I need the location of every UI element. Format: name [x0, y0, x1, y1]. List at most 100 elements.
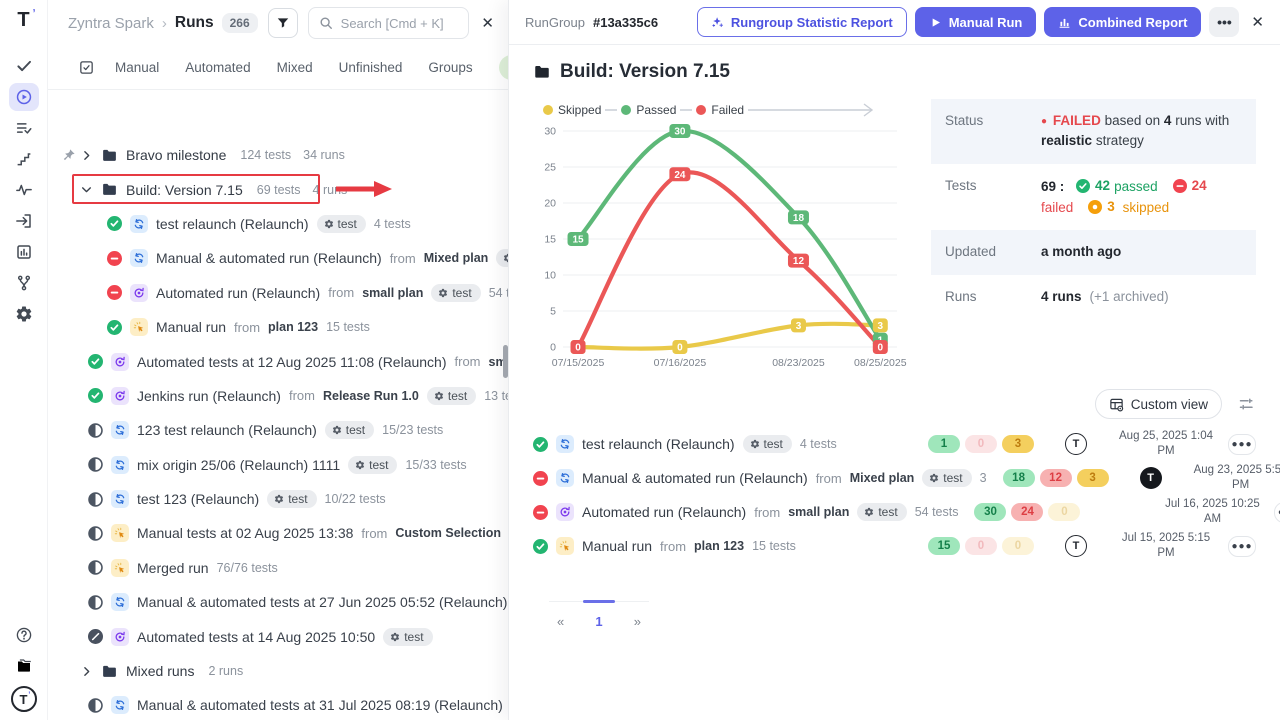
tree-folder-row[interactable]: Mixed runs 2 runs: [48, 654, 508, 688]
tag-pill[interactable]: test: [348, 455, 398, 474]
assignee-avatar[interactable]: T: [1065, 433, 1087, 455]
rungroup-run-row[interactable]: Manual run from plan 123 15 tests 15 0 0 T Jul 1…: [533, 529, 1256, 563]
list-toolbar: Custom view: [535, 389, 1254, 419]
close-rungroup-icon[interactable]: ✕: [1251, 14, 1264, 31]
rungroup-run-row[interactable]: Manual & automated run (Relaunch) from Mix…: [533, 461, 1280, 495]
tab-groups[interactable]: Groups: [428, 60, 473, 75]
tag-pill[interactable]: test: [496, 249, 508, 268]
tree-run-row[interactable]: Manual & automated tests at 31 Jul 2025 …: [48, 688, 508, 720]
view-settings-icon[interactable]: [1238, 396, 1254, 412]
rungroup-statistic-report-button[interactable]: Rungroup Statistic Report: [696, 7, 907, 37]
tree-run-row[interactable]: Automated tests at 14 Aug 2025 10:50 test: [48, 619, 508, 653]
run-tests-count: 15 tests: [752, 539, 796, 553]
row-more-button[interactable]: ●●●: [1274, 501, 1280, 523]
chevron-down-icon[interactable]: [80, 183, 93, 196]
filter-button[interactable]: [267, 8, 298, 38]
bulk-select-icon[interactable]: [78, 59, 95, 76]
badge-skipped: 3: [1002, 435, 1034, 453]
assignee-avatar[interactable]: T: [1065, 535, 1087, 557]
rungroup-run-row[interactable]: Automated run (Relaunch) from small plan te…: [533, 495, 1280, 529]
tab-mixed[interactable]: Mixed: [276, 60, 313, 75]
tag-pill[interactable]: test: [383, 627, 433, 646]
tree-run-row[interactable]: test 123 (Relaunch) test 10/22 tests: [48, 482, 508, 516]
milestones-icon[interactable]: [9, 145, 39, 173]
breadcrumb-page[interactable]: Runs: [174, 14, 214, 31]
legend-dot-icon: [696, 105, 707, 115]
scrollbar-thumb[interactable]: [503, 345, 508, 378]
manual-run-button[interactable]: Manual Run: [914, 7, 1037, 37]
failed-bullet-icon: ●: [1041, 116, 1048, 127]
tab-manual[interactable]: Manual: [115, 60, 160, 75]
updated-value: a month ago: [1041, 244, 1122, 260]
tree-run-row[interactable]: Merged run 76/76 tests: [48, 551, 508, 585]
settings-icon[interactable]: [9, 300, 39, 328]
status-passed-icon: [533, 538, 548, 554]
assignee-avatar[interactable]: T: [1139, 467, 1162, 489]
search-input[interactable]: [338, 14, 459, 32]
pagination-page-1[interactable]: 1: [595, 614, 603, 629]
from-plan: plan 123: [268, 320, 319, 335]
tag-pill[interactable]: test: [922, 469, 972, 487]
tree-run-row[interactable]: Jenkins run (Relaunch) from Release Run 1.…: [48, 379, 508, 413]
tag-pill[interactable]: test: [316, 214, 366, 233]
row-more-button[interactable]: ●●●: [1228, 433, 1256, 455]
from-label: from: [234, 319, 261, 335]
pagination-prev[interactable]: «: [557, 614, 565, 629]
more-actions-button[interactable]: •••: [1209, 7, 1240, 37]
tree-folder-row[interactable]: Bravo milestone 124 tests 34 runs: [48, 138, 508, 172]
status-passed-icon: [88, 388, 103, 404]
panel-close-icon[interactable]: ✕: [481, 15, 494, 32]
docs-icon[interactable]: [9, 652, 39, 680]
tree-run-row[interactable]: mix origin 25/06 (Relaunch) 1111 test 15/3…: [48, 448, 508, 482]
breadcrumb-project[interactable]: Zyntra Spark: [68, 14, 154, 32]
tests-icon[interactable]: [9, 52, 39, 80]
search-box[interactable]: [307, 7, 470, 39]
branches-icon[interactable]: [9, 269, 39, 297]
plans-icon[interactable]: [9, 114, 39, 142]
point-label-text: 0: [575, 343, 581, 354]
tree-folder-row[interactable]: Build: Version 7.15 69 tests 4 runs: [48, 172, 508, 206]
import-icon[interactable]: [9, 207, 39, 235]
tree-run-row[interactable]: Manual & automated run (Relaunch) from Mix…: [48, 241, 508, 275]
tag-pill[interactable]: test: [431, 283, 481, 302]
tag-pill[interactable]: test: [267, 490, 317, 509]
tree-run-row[interactable]: Automated tests at 12 Aug 2025 11:08 (Re…: [48, 344, 508, 378]
combined-report-button[interactable]: Combined Report: [1044, 7, 1202, 37]
folder-icon: [101, 181, 118, 198]
filter-tag-test-work[interactable]: test work: [498, 55, 508, 80]
tag-pill[interactable]: test: [324, 421, 375, 440]
tab-automated[interactable]: Automated: [185, 60, 251, 75]
tag-pill[interactable]: test: [426, 386, 477, 405]
custom-view-button[interactable]: Custom view: [1094, 389, 1222, 419]
legend-item-passed: Passed: [617, 103, 681, 117]
tag-pill[interactable]: test: [742, 435, 792, 453]
run-type-relaunch-icon: [111, 490, 129, 509]
legend-item-skipped: Skipped: [539, 103, 606, 117]
row-more-button[interactable]: ●●●: [1228, 535, 1256, 557]
tree-run-row[interactable]: Manual tests at 02 Aug 2025 13:38 from Cus…: [48, 516, 508, 550]
analytics-icon[interactable]: [9, 176, 39, 204]
tree-run-row[interactable]: 123 test relaunch (Relaunch) test 15/23 te…: [48, 413, 508, 447]
point-label-text: 0: [878, 343, 884, 354]
tree-run-row[interactable]: Manual run from plan 123 15 tests: [48, 310, 508, 344]
tag-pill[interactable]: test: [857, 503, 907, 521]
tree-run-row[interactable]: Automated run (Relaunch) from small plan te…: [48, 276, 508, 310]
rungroup-run-row[interactable]: test relaunch (Relaunch) test 4 tests 1 0 3 T A…: [533, 427, 1256, 461]
chevron-right-icon[interactable]: [80, 149, 93, 162]
status-progress-icon: [88, 423, 103, 438]
chevron-right-icon[interactable]: [80, 665, 93, 678]
pagination-next[interactable]: »: [633, 614, 641, 629]
x-axis-tick: 08/25/2025: [854, 357, 907, 369]
tree-run-row[interactable]: test relaunch (Relaunch) test 4 tests: [48, 207, 508, 241]
tab-unfinished[interactable]: Unfinished: [338, 60, 403, 75]
runs-icon[interactable]: [8, 83, 39, 111]
folder-icon: [533, 63, 551, 81]
reports-icon[interactable]: [9, 238, 39, 266]
run-title: Manual run: [156, 319, 227, 336]
help-icon[interactable]: [9, 621, 39, 649]
run-title: 123 test relaunch (Relaunch): [137, 422, 317, 439]
tree-run-row[interactable]: Manual & automated tests at 27 Jun 2025 …: [48, 585, 508, 619]
